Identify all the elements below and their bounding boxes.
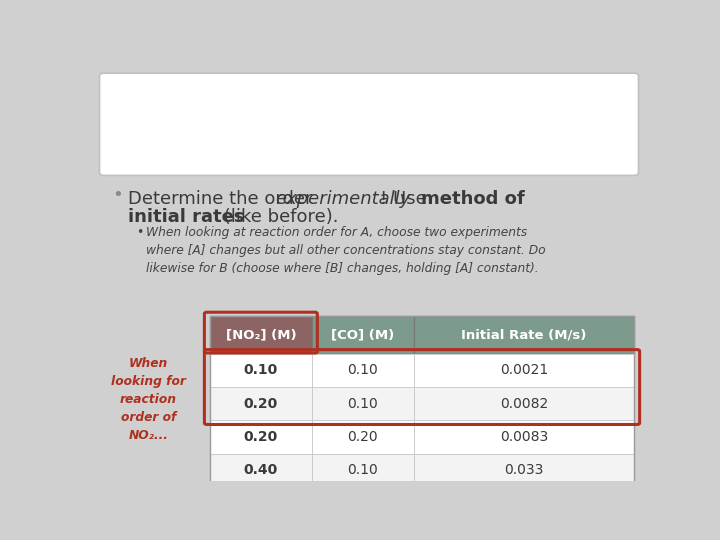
Bar	[210, 316, 634, 487]
Text: 0.10: 0.10	[347, 397, 378, 411]
Bar	[312, 354, 413, 387]
Text: 0.40: 0.40	[244, 463, 278, 477]
Text: 0.0082: 0.0082	[500, 397, 548, 411]
Text: When
looking for
reaction
order of
NO₂...: When looking for reaction order of NO₂..…	[111, 357, 186, 442]
Text: method of: method of	[421, 190, 525, 207]
Text: 0.10: 0.10	[347, 363, 378, 377]
Text: •: •	[112, 186, 123, 204]
Bar	[312, 387, 413, 420]
Text: Initial Rate (M/s): Initial Rate (M/s)	[461, 328, 587, 342]
Bar	[210, 354, 312, 387]
Text: initial rates: initial rates	[128, 208, 245, 226]
Text: 0.10: 0.10	[347, 463, 378, 477]
Text: [CO] (M): [CO] (M)	[331, 328, 395, 342]
Text: •: •	[136, 226, 143, 239]
Text: 0.0021: 0.0021	[500, 363, 548, 377]
Text: (like before).: (like before).	[218, 208, 338, 226]
Text: 0.20: 0.20	[244, 430, 278, 444]
Text: 0.20: 0.20	[244, 397, 278, 411]
Bar	[312, 454, 413, 487]
Bar	[312, 420, 413, 454]
Bar	[210, 387, 312, 420]
Bar	[413, 316, 634, 354]
Text: experimentally: experimentally	[275, 190, 410, 207]
Bar	[210, 454, 312, 487]
Text: ! Use: ! Use	[380, 190, 433, 207]
Bar	[413, 454, 634, 487]
Bar	[210, 420, 312, 454]
Text: [NO₂] (M): [NO₂] (M)	[225, 328, 296, 342]
Text: 0.0083: 0.0083	[500, 430, 548, 444]
Bar	[413, 354, 634, 387]
Text: 0.20: 0.20	[347, 430, 378, 444]
Text: 0.033: 0.033	[504, 463, 544, 477]
FancyBboxPatch shape	[99, 73, 639, 176]
Text: Determine the order: Determine the order	[128, 190, 318, 207]
Text: When looking at reaction order for A, choose two experiments
where [A] changes b: When looking at reaction order for A, ch…	[145, 226, 546, 275]
Bar	[210, 316, 312, 354]
Bar	[413, 387, 634, 420]
Text: 0.10: 0.10	[244, 363, 278, 377]
Bar	[413, 420, 634, 454]
Bar	[312, 316, 413, 354]
